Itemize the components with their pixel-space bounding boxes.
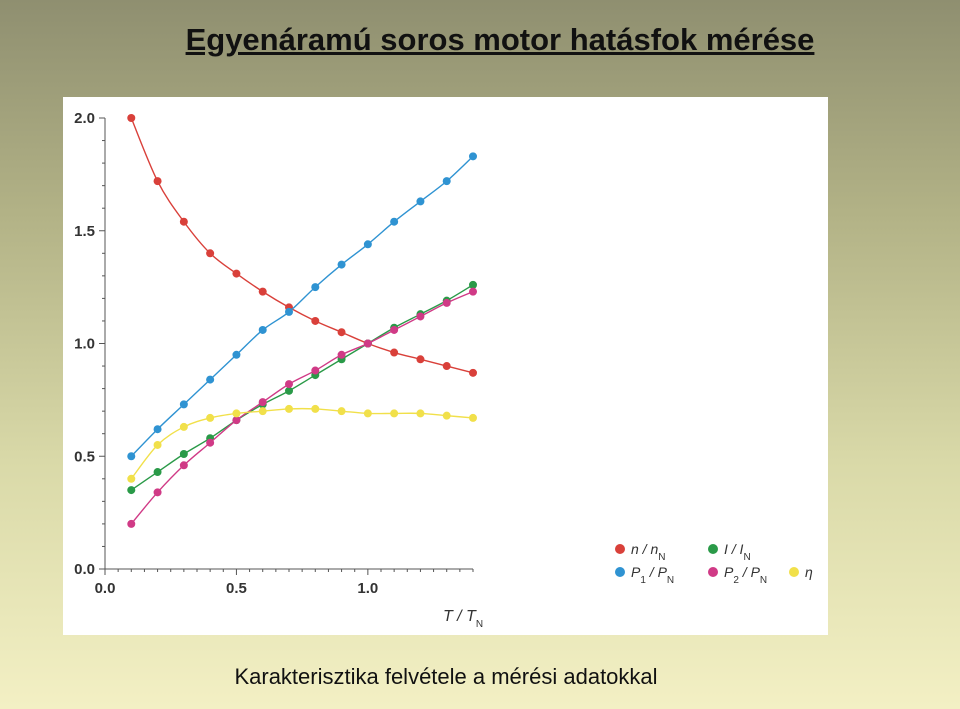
data-point xyxy=(232,269,241,278)
data-point xyxy=(337,407,346,416)
data-point xyxy=(390,217,399,226)
series-layer xyxy=(127,114,477,528)
data-point xyxy=(258,398,267,407)
data-point xyxy=(285,386,293,395)
data-point xyxy=(285,404,293,413)
data-point xyxy=(127,114,136,122)
legend-item-eta: η xyxy=(789,564,813,580)
data-point xyxy=(416,355,425,364)
data-point xyxy=(153,440,162,449)
chart-figure: 0.0 0.5 1.0 0.0 0.5 1.0 1.5 2.0 T / TN n / nN I /… xyxy=(63,97,828,635)
x-axis-title: T / TN xyxy=(443,608,483,630)
data-point xyxy=(416,312,425,321)
data-point xyxy=(337,260,346,269)
y-tick-label: 0.5 xyxy=(74,448,95,465)
data-point xyxy=(153,488,162,497)
y-tick-label: 2.0 xyxy=(74,110,95,127)
data-point xyxy=(206,249,215,258)
y-tick-label: 0.0 xyxy=(74,561,95,578)
series-p-2-p-n xyxy=(127,287,477,528)
data-point xyxy=(469,413,477,422)
data-point xyxy=(258,287,267,296)
legend-label: I / IN xyxy=(724,541,751,563)
x-tick-label: 0.5 xyxy=(226,580,247,597)
data-point xyxy=(416,409,425,418)
data-point xyxy=(179,422,188,431)
legend-item-p-2-p-n: P2 / PN xyxy=(708,564,767,586)
data-point xyxy=(232,409,241,418)
data-point xyxy=(390,409,399,418)
data-point xyxy=(206,413,215,422)
data-point xyxy=(232,350,241,359)
data-point xyxy=(390,348,399,357)
data-point xyxy=(363,339,372,348)
series-i-i-n xyxy=(127,280,477,495)
legend-item-i-i-n: I / IN xyxy=(708,541,751,563)
data-point xyxy=(469,280,477,289)
series-line xyxy=(130,117,474,374)
legend-label: P2 / PN xyxy=(724,564,767,586)
data-point xyxy=(337,328,346,337)
legend-marker xyxy=(708,567,718,577)
axes: 0.0 0.5 1.0 0.0 0.5 1.0 1.5 2.0 T / TN xyxy=(74,110,483,630)
data-point xyxy=(179,461,188,470)
legend: n / nN I / IN P1 / PN P2 / PN η xyxy=(615,541,813,586)
series-n-n-n xyxy=(127,114,477,377)
legend-label: η xyxy=(805,564,813,580)
data-point xyxy=(442,298,451,307)
data-point xyxy=(469,368,477,377)
data-point xyxy=(390,325,399,334)
legend-label: P1 / PN xyxy=(631,564,674,586)
data-point xyxy=(363,409,372,418)
data-point xyxy=(442,411,451,420)
data-point xyxy=(258,407,267,416)
y-tick-label: 1.5 xyxy=(74,223,95,240)
data-point xyxy=(416,197,425,206)
data-point xyxy=(127,474,136,483)
data-point xyxy=(127,519,136,528)
legend-marker xyxy=(708,544,718,554)
legend-marker xyxy=(789,567,799,577)
series-p-1-p-n xyxy=(127,152,477,461)
legend-item-n-n-n: n / nN xyxy=(615,541,665,563)
data-point xyxy=(285,307,293,316)
data-point xyxy=(179,217,188,226)
data-point xyxy=(127,452,136,461)
data-point xyxy=(153,468,162,477)
data-point xyxy=(442,362,451,371)
legend-item-p-1-p-n: P1 / PN xyxy=(615,564,674,586)
legend-label: n / nN xyxy=(631,541,665,563)
data-point xyxy=(232,416,241,425)
series-eta xyxy=(127,404,477,483)
legend-marker xyxy=(615,544,625,554)
x-tick-label: 0.0 xyxy=(95,580,116,597)
data-point xyxy=(179,449,188,458)
data-point xyxy=(153,425,162,434)
data-point xyxy=(469,287,477,296)
slide-title: Egyenáramú soros motor hatásfok mérése xyxy=(185,22,815,57)
x-tick-label: 1.0 xyxy=(357,580,378,597)
slide-caption: Karakterisztika felvétele a mérési adato… xyxy=(234,664,658,689)
data-point xyxy=(311,316,320,325)
data-point xyxy=(311,283,320,292)
chart-svg: 0.0 0.5 1.0 0.0 0.5 1.0 1.5 2.0 T / TN n / nN I /… xyxy=(74,110,813,630)
data-point xyxy=(311,366,320,375)
legend-marker xyxy=(615,567,625,577)
data-point xyxy=(258,325,267,334)
data-point xyxy=(442,177,451,186)
data-point xyxy=(206,438,215,447)
data-point xyxy=(179,400,188,409)
data-point xyxy=(469,152,477,161)
data-point xyxy=(206,375,215,384)
data-point xyxy=(153,177,162,186)
data-point xyxy=(363,240,372,249)
data-point xyxy=(285,380,293,389)
data-point xyxy=(127,486,136,495)
y-tick-label: 1.0 xyxy=(74,336,95,353)
data-point xyxy=(311,404,320,413)
data-point xyxy=(337,350,346,359)
